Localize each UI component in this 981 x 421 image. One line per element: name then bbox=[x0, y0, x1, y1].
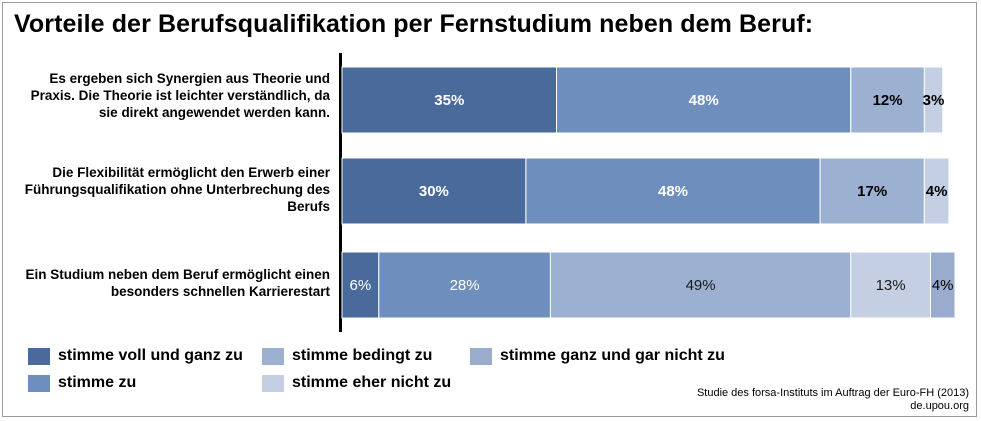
legend-swatch-eher-nicht bbox=[262, 374, 284, 392]
bar-segment-r1-s3 bbox=[923, 157, 950, 225]
chart-title: Vorteile der Berufsqualifikation per Fer… bbox=[14, 10, 814, 38]
legend-swatch-voll-und-ganz bbox=[28, 347, 50, 365]
row-label-synergien: Es ergeben sich Synergien aus Theorie un… bbox=[30, 71, 330, 120]
bar-value-label-r1-s2: 17% bbox=[857, 183, 887, 200]
bar-value-label-r2-s1: 28% bbox=[450, 277, 480, 294]
legend-item-voll-und-ganz: stimme voll und ganz zu bbox=[28, 346, 243, 366]
bar-segment-r2-s1 bbox=[378, 251, 551, 319]
source-note: Studie des forsa-Instituts im Auftrag de… bbox=[697, 387, 969, 413]
bar-value-label-r2-s4: 4% bbox=[932, 277, 954, 294]
legend-swatch-bedingt bbox=[262, 347, 284, 365]
bar-value-label-r2-s2: 49% bbox=[686, 277, 716, 294]
legend-item-stimme-zu: stimme zu bbox=[28, 373, 136, 393]
legend-swatch-stimme-zu bbox=[28, 374, 50, 392]
bar-value-label-r2-s0: 6% bbox=[350, 277, 372, 294]
bar-segment-r2-s3 bbox=[850, 251, 931, 319]
bar-value-label-r0-s3: 3% bbox=[923, 92, 945, 109]
bar-segment-r1-s0 bbox=[341, 157, 527, 225]
source-line-study: Studie des forsa-Instituts im Auftrag de… bbox=[696, 387, 969, 399]
row-label-karrierestart: Ein Studium neben dem Beruf ermöglicht e… bbox=[25, 267, 330, 299]
bar-value-label-r2-s3: 13% bbox=[876, 277, 906, 294]
legend-label-bedingt: stimme bedingt zu bbox=[292, 347, 433, 364]
legend-item-bedingt: stimme bedingt zu bbox=[262, 346, 432, 366]
bar-value-label-r1-s1: 48% bbox=[658, 183, 688, 200]
legend-item-gar-nicht: stimme ganz und gar nicht zu bbox=[470, 346, 725, 366]
source-line-website: de.upou.org bbox=[910, 400, 969, 412]
bar-segment-r1-s2 bbox=[819, 157, 925, 225]
bar-value-label-r0-s1: 48% bbox=[689, 92, 719, 109]
bar-segment-r1-s1 bbox=[525, 157, 821, 225]
legend-swatch-gar-nicht bbox=[470, 347, 492, 365]
bar-value-label-r1-s0: 30% bbox=[419, 183, 449, 200]
bar-value-label-r0-s0: 35% bbox=[434, 92, 464, 109]
legend-label-stimme-zu: stimme zu bbox=[58, 374, 137, 391]
legend-label-voll-und-ganz: stimme voll und ganz zu bbox=[58, 347, 243, 364]
bar-segment-r2-s0 bbox=[341, 251, 380, 319]
bar-segment-r0-s3 bbox=[923, 66, 944, 134]
category-axis-line bbox=[339, 53, 342, 332]
bar-segment-r2-s2 bbox=[549, 251, 852, 319]
bar-value-label-r1-s3: 4% bbox=[926, 183, 948, 200]
legend-label-gar-nicht: stimme ganz und gar nicht zu bbox=[500, 347, 725, 364]
legend-item-eher-nicht: stimme eher nicht zu bbox=[262, 373, 451, 393]
bar-segment-r2-s4 bbox=[930, 251, 956, 319]
legend-label-eher-nicht: stimme eher nicht zu bbox=[292, 374, 452, 391]
bar-value-label-r0-s2: 12% bbox=[873, 92, 903, 109]
row-label-flexibilitaet: Die Flexibilität ermöglicht den Erwerb e… bbox=[24, 165, 330, 214]
